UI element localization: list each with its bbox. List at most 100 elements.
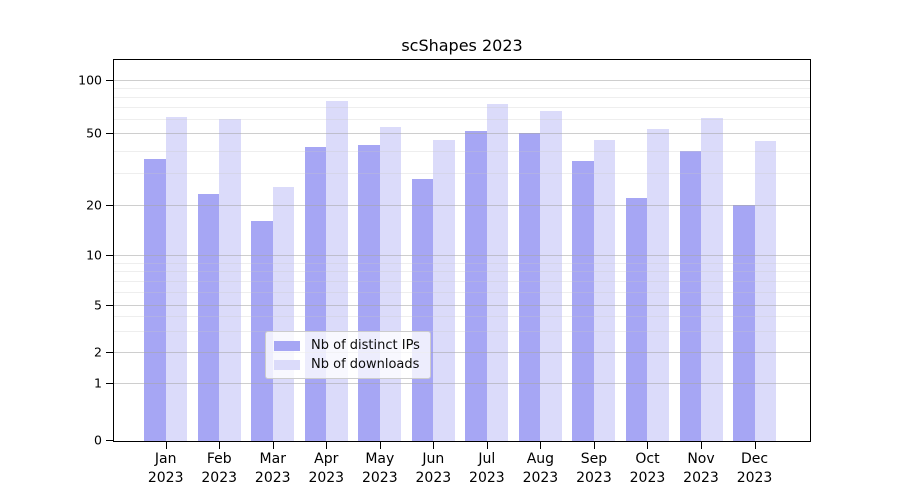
x-tick-label-year: 2023 [522, 469, 559, 486]
x-tick-label-year: 2023 [254, 469, 291, 486]
x-tick-label-year: 2023 [361, 469, 398, 486]
x-tick-mark [540, 441, 542, 449]
y-tick-label: 100 [78, 72, 102, 88]
legend: Nb of distinct IPs Nb of downloads [265, 331, 431, 379]
y-tick-mark [106, 205, 114, 206]
x-tick-label-year: 2023 [147, 469, 184, 486]
minor-gridline [114, 173, 810, 175]
y-tick-mark [106, 255, 114, 256]
x-tick-label: Mar 2023 [255, 450, 291, 488]
y-tick-label: 10 [86, 247, 102, 263]
bar-distinct-ips [625, 197, 648, 441]
x-tick-label-year: 2023 [629, 469, 666, 486]
x-tick-label-month: Apr [314, 451, 339, 467]
minor-gridline [114, 119, 810, 121]
minor-gridline [114, 88, 810, 90]
x-tick-mark [486, 441, 488, 449]
x-tick-mark [165, 441, 167, 449]
x-tick-label: Sep 2023 [576, 450, 612, 488]
bar-distinct-ips [197, 194, 220, 441]
x-tick-label: Jan 2023 [148, 450, 184, 488]
x-tick-label: Oct 2023 [630, 450, 666, 488]
legend-swatch [274, 340, 300, 351]
x-tick-mark [433, 441, 435, 449]
x-tick-label-month: Jan [154, 451, 177, 467]
x-tick-label-month: Aug [526, 451, 555, 467]
y-tick-label: 50 [86, 125, 102, 141]
y-tick-mark [106, 133, 114, 134]
x-tick-label: May 2023 [362, 450, 398, 488]
x-tick-label: Jul 2023 [469, 450, 505, 488]
legend-label: Nb of downloads [311, 357, 420, 372]
x-tick-label-month: Dec [740, 451, 769, 467]
y-tick-mark [106, 305, 114, 306]
bar-distinct-ips [518, 133, 541, 441]
bar-downloads [165, 116, 188, 441]
x-tick-mark [754, 441, 756, 449]
x-tick-label-year: 2023 [683, 469, 719, 486]
minor-gridline [114, 316, 810, 318]
bar-downloads [433, 139, 455, 441]
x-tick-label-month: Sep [580, 451, 608, 467]
bar-distinct-ips [465, 131, 487, 441]
major-gridline [114, 205, 810, 206]
x-tick-label-year: 2023 [736, 469, 773, 486]
plot-area: 0 1 2 5 10 20 50 100 Jan 2023 Feb 2023 Mar 2023 Apr 202… [78, 59, 811, 486]
x-tick-label-month: Jun [422, 451, 445, 467]
x-tick-label-month: May [365, 451, 395, 467]
y-tick-mark [106, 80, 114, 81]
y-tick-mark [106, 352, 114, 353]
minor-gridline [114, 280, 810, 282]
legend-row: Nb of distinct IPs [274, 338, 420, 353]
minor-gridline [114, 291, 810, 293]
bar-downloads [272, 187, 295, 441]
bar-distinct-ips [358, 144, 380, 441]
x-tick-label-month: Oct [635, 451, 660, 467]
x-tick-label: Feb 2023 [201, 450, 237, 488]
x-tick-label-year: 2023 [469, 469, 505, 486]
minor-gridline [114, 271, 810, 273]
x-tick-label-year: 2023 [308, 469, 345, 486]
major-gridline [114, 305, 810, 306]
y-tick-label: 5 [94, 297, 102, 313]
minor-gridline [114, 97, 810, 99]
legend-label: Nb of distinct IPs [311, 338, 420, 353]
y-tick-mark [106, 383, 114, 384]
x-tick-label-month: Nov [687, 451, 715, 467]
x-tick-mark [272, 441, 274, 449]
bar-distinct-ips [679, 150, 701, 441]
minor-gridline [114, 107, 810, 109]
bar-distinct-ips [251, 221, 273, 441]
bar-downloads [754, 141, 777, 441]
bar-downloads [540, 110, 562, 441]
bar-downloads [647, 128, 669, 441]
bar-downloads [379, 127, 402, 441]
chart-title: scShapes 2023 [401, 36, 523, 55]
x-tick-label-month: Feb [206, 451, 232, 467]
major-gridline [114, 383, 810, 384]
bar-distinct-ips [733, 205, 755, 441]
x-tick-label-year: 2023 [576, 469, 612, 486]
x-tick-label: Apr 2023 [308, 450, 344, 488]
bar-distinct-ips [411, 178, 434, 441]
x-tick-mark [219, 441, 221, 449]
minor-gridline [114, 331, 810, 333]
x-tick-label-month: Jul [478, 451, 496, 467]
legend-swatch [274, 359, 300, 370]
bar-distinct-ips [572, 161, 594, 441]
y-tick-label: 1 [94, 375, 102, 391]
major-gridline [114, 255, 810, 256]
bar-distinct-ips [304, 146, 327, 441]
major-gridline [114, 80, 810, 81]
x-tick-mark [379, 441, 381, 449]
x-tick-label: Nov 2023 [683, 450, 719, 488]
x-tick-mark [701, 441, 702, 449]
x-tick-label-month: Mar [259, 451, 286, 467]
y-tick-mark [106, 440, 114, 441]
x-tick-label: Jun 2023 [416, 450, 452, 488]
major-gridline [114, 352, 810, 353]
x-tick-mark [593, 441, 595, 449]
x-tick-label: Aug 2023 [523, 450, 559, 488]
x-tick-mark [647, 441, 649, 449]
